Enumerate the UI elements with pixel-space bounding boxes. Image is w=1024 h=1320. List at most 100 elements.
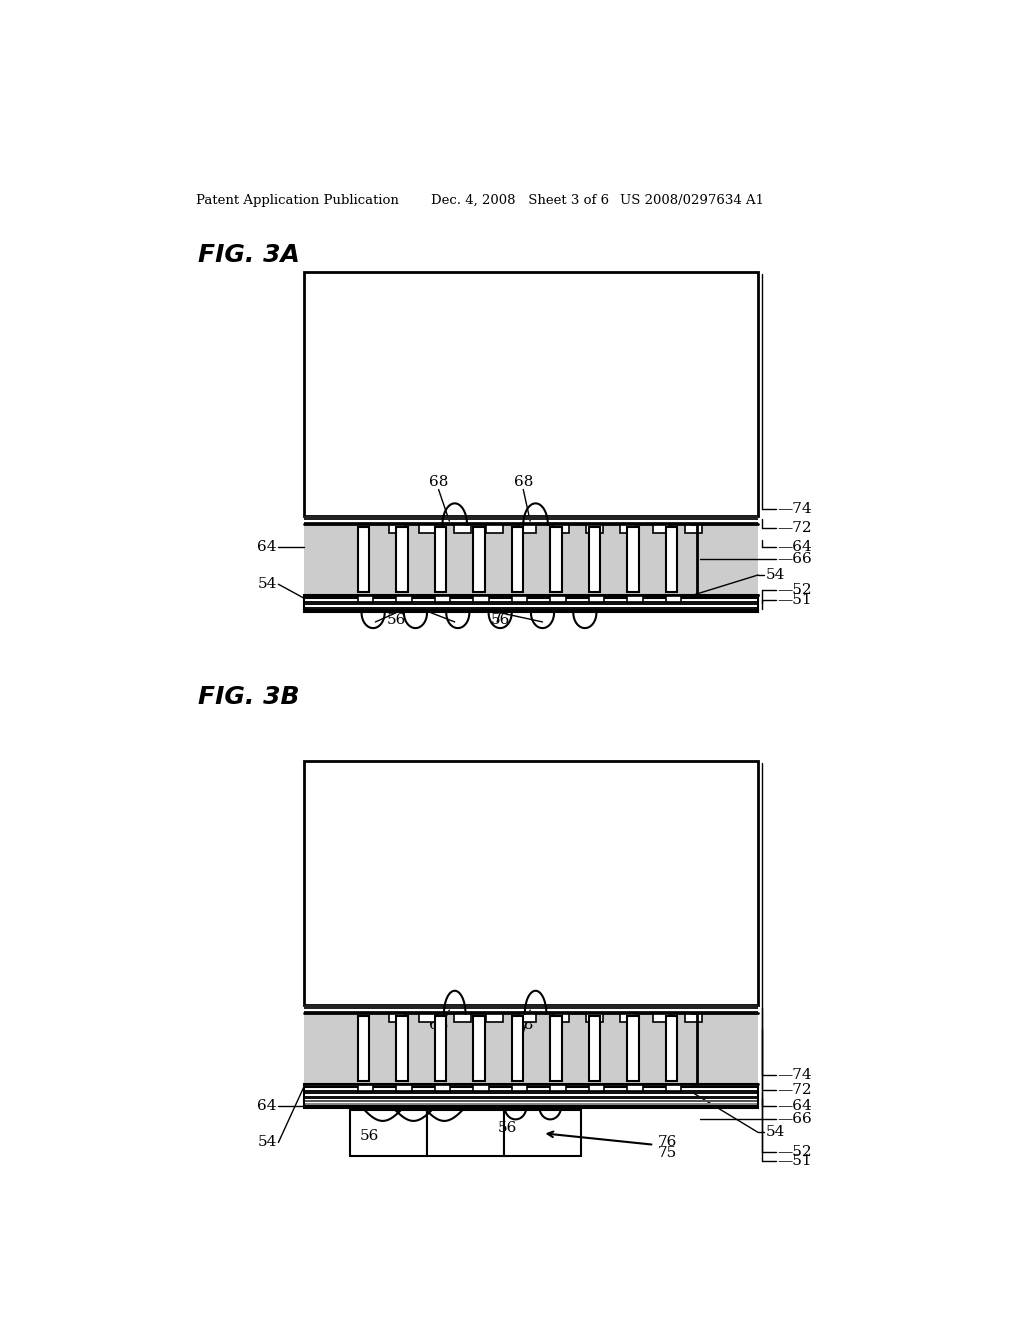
Text: —64: —64 [777,540,812,554]
Bar [350,1110,427,1156]
Bar [512,595,527,602]
Text: Dec. 4, 2008   Sheet 3 of 6: Dec. 4, 2008 Sheet 3 of 6 [431,194,609,207]
Text: 56: 56 [386,612,406,627]
Bar [589,1085,604,1090]
Bar [473,1016,484,1081]
Bar [666,1016,677,1081]
Bar [388,525,406,533]
Bar [357,1085,373,1090]
Bar [304,607,758,610]
Text: —72: —72 [777,1084,812,1097]
Bar [628,1016,639,1081]
Text: 56: 56 [498,1121,517,1135]
Bar [620,1014,637,1022]
Bar [652,525,670,533]
Bar [652,1014,670,1022]
Text: —74: —74 [777,502,812,516]
Bar [587,1014,603,1022]
Bar [435,1016,446,1081]
Bar [628,595,643,602]
Text: 68: 68 [429,475,449,490]
Bar [388,1014,406,1022]
Bar [473,527,484,591]
Bar [685,525,701,533]
Bar [435,1085,451,1090]
Text: 64: 64 [257,540,276,554]
Text: Patent Application Publication: Patent Application Publication [196,194,399,207]
Bar [666,527,677,591]
Bar [304,1104,758,1105]
Bar [550,1085,565,1090]
Bar [666,595,681,602]
Bar [553,525,569,533]
Bar [427,1110,504,1156]
Bar [304,762,758,1006]
Text: 54: 54 [257,577,276,591]
Text: 54: 54 [257,1135,276,1150]
Text: 68: 68 [514,475,532,490]
Text: —72: —72 [777,521,812,535]
Bar [304,1084,758,1107]
Bar [589,595,604,602]
Bar [304,1100,758,1102]
Text: —51: —51 [777,593,812,607]
Bar [396,527,408,591]
Bar [396,1016,408,1081]
Bar [589,1016,600,1081]
Text: 56: 56 [359,1129,379,1143]
Bar [435,595,451,602]
Bar [587,525,603,533]
Text: —52: —52 [777,1144,812,1159]
Text: —51: —51 [777,1154,812,1168]
Bar [304,1096,758,1100]
Bar [512,1016,523,1081]
Bar [304,595,758,612]
Bar [419,1014,436,1022]
Bar [304,524,758,595]
Bar [473,1085,488,1090]
Bar [620,525,637,533]
Text: 76: 76 [658,1135,678,1150]
Bar [396,595,412,602]
Bar [628,527,639,591]
Text: —66: —66 [777,552,812,566]
Bar [396,1085,412,1090]
Bar [550,1016,562,1081]
Bar [357,595,373,602]
Bar [473,595,488,602]
Bar [486,1014,503,1022]
Text: 54: 54 [766,1126,785,1139]
Text: 54: 54 [766,568,785,582]
Text: —66: —66 [777,1113,812,1126]
Bar [304,516,758,520]
Bar [304,272,758,516]
Bar [685,1014,701,1022]
Bar [357,1016,370,1081]
Bar [304,1090,758,1094]
Bar [486,525,503,533]
Bar [454,525,471,533]
Text: 68: 68 [514,1018,532,1032]
Bar [454,1014,471,1022]
Text: 56: 56 [490,612,510,627]
Bar [589,527,600,591]
Text: —52: —52 [777,582,812,597]
Bar [304,521,758,524]
Bar [504,1110,581,1156]
Bar [304,601,758,605]
Text: —74: —74 [777,1068,812,1081]
Bar [419,525,436,533]
Bar [304,1011,758,1014]
Bar [304,1006,758,1010]
Bar [550,595,565,602]
Text: FIG. 3B: FIG. 3B [198,685,299,709]
Bar [304,598,758,601]
Text: 64: 64 [257,1098,276,1113]
Bar [304,1014,758,1084]
Bar [435,527,446,591]
Bar [357,527,370,591]
Bar [512,527,523,591]
Bar [304,1088,758,1090]
Bar [628,1085,643,1090]
Text: FIG. 3A: FIG. 3A [198,243,299,267]
